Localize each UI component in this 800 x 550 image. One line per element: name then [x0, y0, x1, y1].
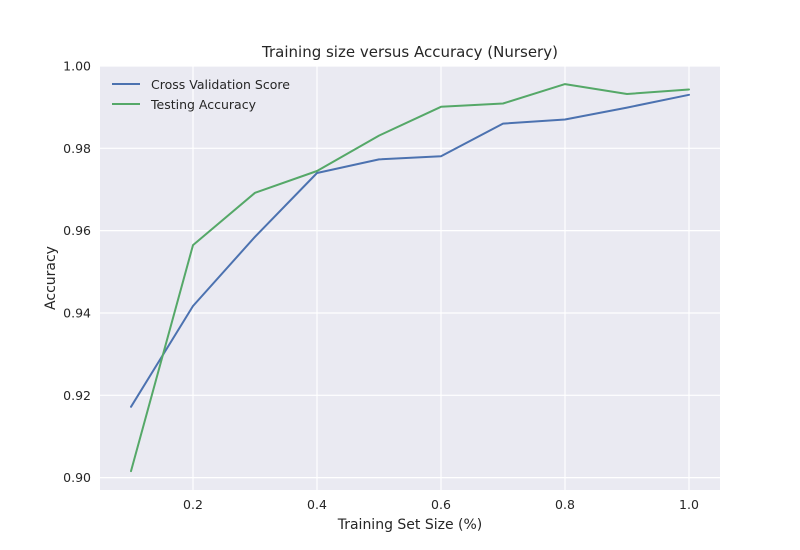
- plot-background: [100, 66, 720, 490]
- x-tick-label: 0.4: [307, 497, 327, 512]
- y-axis-label: Accuracy: [43, 246, 59, 310]
- tick-labels: 0.2 0.4 0.6 0.8 1.0 0.90 0.92 0.94 0.96 0.98 1.00: [63, 59, 699, 513]
- legend: Cross Validation Score Testing Accuracy: [112, 77, 290, 112]
- y-tick-label: 0.90: [63, 470, 91, 485]
- x-tick-label: 0.6: [431, 497, 451, 512]
- series-line-cross-validation: [130, 93, 690, 408]
- series-line-testing-accuracy: [130, 83, 690, 473]
- legend-label-testing-accuracy: Testing Accuracy: [150, 97, 257, 112]
- y-tick-label: 0.98: [63, 141, 91, 156]
- y-tick-label: 0.96: [63, 223, 91, 238]
- y-tick-label: 0.94: [63, 305, 91, 320]
- x-tick-label: 0.2: [183, 497, 203, 512]
- chart-title: Training size versus Accuracy (Nursery): [261, 43, 558, 61]
- series-lines: [130, 83, 690, 473]
- x-tick-label: 0.8: [555, 497, 575, 512]
- grid: [100, 65, 720, 490]
- legend-label-cross-validation: Cross Validation Score: [151, 77, 290, 92]
- y-tick-label: 1.00: [63, 59, 91, 74]
- x-axis-label: Training Set Size (%): [337, 517, 483, 533]
- x-tick-label: 1.0: [679, 497, 699, 512]
- y-tick-label: 0.92: [63, 388, 91, 403]
